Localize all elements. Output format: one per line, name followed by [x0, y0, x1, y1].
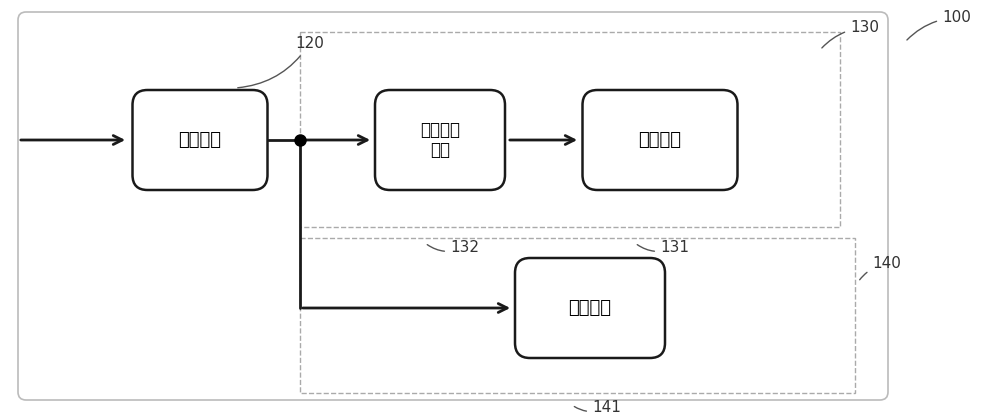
- Bar: [300, 32, 840, 227]
- Text: 130: 130: [822, 20, 879, 48]
- Text: 100: 100: [907, 10, 971, 40]
- FancyBboxPatch shape: [132, 90, 268, 190]
- FancyBboxPatch shape: [515, 258, 665, 358]
- Text: 140: 140: [860, 256, 901, 280]
- Text: 第一电池: 第一电池: [639, 131, 682, 149]
- FancyBboxPatch shape: [375, 90, 505, 190]
- FancyBboxPatch shape: [18, 12, 888, 400]
- Text: 安全管理
模块: 安全管理 模块: [420, 121, 460, 159]
- Text: 131: 131: [637, 240, 689, 255]
- FancyBboxPatch shape: [582, 90, 738, 190]
- Text: 141: 141: [574, 400, 621, 415]
- Text: 充电模块: 充电模块: [178, 131, 222, 149]
- Bar: [300, 238, 855, 393]
- Text: 第二电池: 第二电池: [568, 299, 612, 317]
- Text: 120: 120: [238, 36, 324, 88]
- Text: 132: 132: [427, 240, 479, 255]
